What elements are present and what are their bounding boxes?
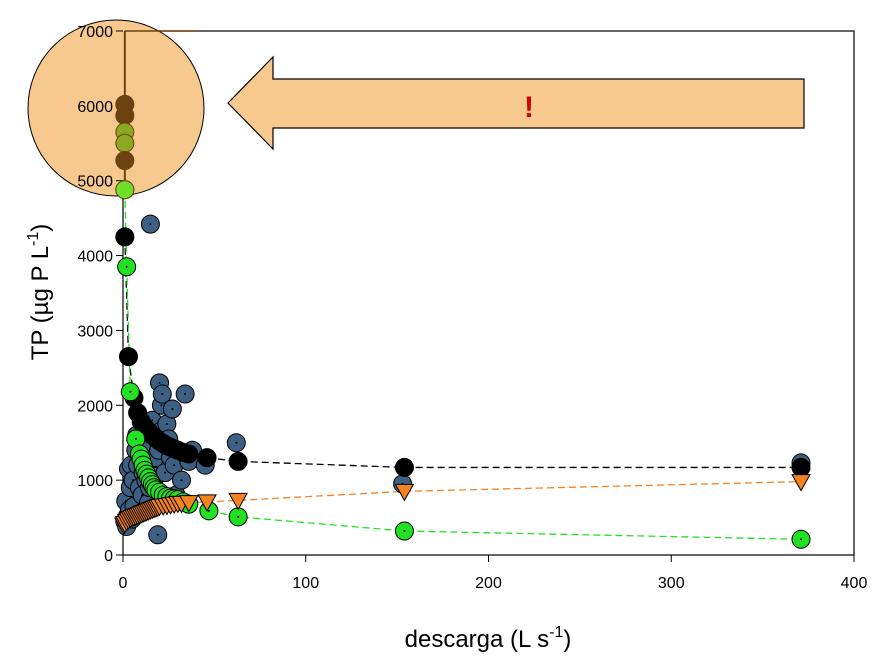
- point-center-dot: [237, 515, 240, 518]
- y-tick-label: 4000: [77, 249, 113, 266]
- x-axis-label: descarga (L s-1): [405, 624, 572, 653]
- orange-triangle-point: [791, 474, 811, 492]
- point-center-dot: [165, 423, 168, 425]
- black-circles-point: [791, 457, 811, 477]
- series-lines: [123, 189, 802, 540]
- point-center-dot: [161, 393, 164, 396]
- annotation-arrow: [227, 55, 805, 151]
- y-axis-label: TP (µg P L-1): [25, 224, 54, 361]
- point-center-dot: [164, 471, 167, 474]
- series-line-orange-triangles-line: [123, 480, 802, 526]
- point-center-dot: [129, 390, 132, 393]
- x-tick-label: 200: [475, 575, 502, 592]
- orange-triangle-point: [197, 494, 217, 512]
- point-center-dot: [207, 509, 210, 512]
- highlight-point: [115, 106, 135, 126]
- annotation-exclamation: !: [524, 91, 534, 124]
- point-center-dot: [134, 437, 137, 440]
- data-points: [114, 180, 811, 549]
- point-center-dot: [151, 419, 154, 422]
- point-center-dot: [125, 265, 128, 268]
- highlight-point: [115, 151, 135, 171]
- highlight-point: [115, 180, 135, 200]
- point-center-dot: [156, 533, 159, 536]
- point-center-dot: [403, 530, 406, 533]
- point-center-dot: [173, 464, 176, 467]
- black-circles-point: [179, 444, 199, 464]
- highlight-point: [115, 133, 135, 153]
- point-center-dot: [800, 538, 803, 541]
- point-center-dot: [160, 404, 163, 407]
- y-tick-label: 0: [104, 548, 113, 565]
- point-center-dot: [235, 441, 238, 444]
- y-tick-label: 1000: [77, 473, 113, 490]
- orange-triangle-point: [228, 492, 248, 511]
- highlight-overlay: [115, 30, 197, 200]
- point-center-dot: [171, 408, 174, 411]
- orange-triangle-point: [394, 483, 415, 502]
- series-line-black-circles-line: [124, 236, 802, 469]
- y-tick-label: 5000: [77, 174, 113, 191]
- highlight-circle: [27, 19, 205, 197]
- x-tick-label: 300: [658, 575, 685, 592]
- black-circles-point: [118, 347, 138, 367]
- orange-triangle-point: [178, 495, 199, 513]
- point-center-dot: [184, 393, 187, 396]
- x-tick-label: 100: [292, 575, 319, 592]
- black-circles-point: [115, 227, 135, 247]
- series-line-green-circles-line: [124, 189, 802, 540]
- x-tick-label: 0: [119, 575, 128, 592]
- black-circles-point: [394, 457, 414, 477]
- y-tick-label: 2000: [77, 398, 113, 415]
- point-center-dot: [180, 479, 183, 482]
- point-center-dot: [158, 381, 161, 384]
- y-tick-label: 7000: [77, 24, 113, 41]
- point-center-dot: [149, 223, 152, 226]
- black-circles-point: [228, 451, 248, 471]
- y-tick-label: 6000: [77, 99, 113, 116]
- axis-ticks: 0 100 200 300 400010002000300040005000600070…: [77, 24, 867, 592]
- black-circles-point: [197, 448, 217, 468]
- x-tick-label: 400: [841, 575, 868, 592]
- y-tick-label: 3000: [77, 323, 113, 340]
